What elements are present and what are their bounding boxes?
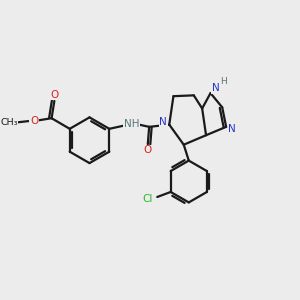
Text: N: N	[212, 83, 219, 93]
Text: O: O	[30, 116, 38, 126]
Text: N: N	[159, 117, 167, 128]
Text: H: H	[220, 77, 226, 86]
Text: NH: NH	[124, 119, 139, 129]
Text: O: O	[50, 90, 59, 100]
Text: CH₃: CH₃	[0, 118, 18, 127]
Text: N: N	[228, 124, 236, 134]
Text: Cl: Cl	[142, 194, 153, 204]
Text: O: O	[143, 145, 151, 155]
